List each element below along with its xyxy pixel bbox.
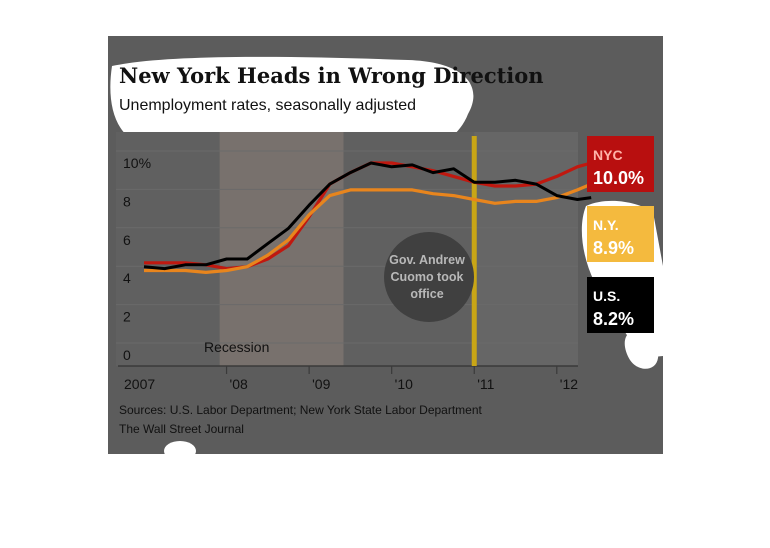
chart: 2007 '08 '09 '10 '11 '12 10% 8 6 4 2 0 Gov. Andrew… [110,56,663,454]
legend-highlight [624,332,659,369]
title-highlight [110,56,474,155]
legend-us-name: U.S. [593,288,620,304]
series-line-ny [144,182,592,274]
x-tick-label: '12 [560,376,578,392]
y-tick-label: 4 [123,270,131,286]
annotation-line-2: Cuomo took [391,270,464,284]
recession-label: Recession [204,339,269,355]
highlight-blob [164,441,196,454]
series-line-us [143,161,592,271]
x-tick-label: '11 [477,376,494,392]
y-tick-label: 10% [123,155,151,171]
legend-ny-name: N.Y. [593,217,619,233]
highlight-period [474,132,578,366]
legend-box-us [587,277,654,333]
annotation-bubble [384,232,474,322]
source-note: Sources: U.S. Labor Department; New York… [119,403,483,417]
legend-ny-value: 8.9% [593,238,634,258]
legend-box-nyc [587,136,654,192]
annotation-line-1: Gov. Andrew [389,253,465,267]
x-tick-label: '10 [395,376,413,392]
x-tick-label: 2007 [124,376,155,392]
chart-frame: 2007 '08 '09 '10 '11 '12 10% 8 6 4 2 0 Gov. Andrew… [108,36,663,454]
legend-box-ny [587,206,654,262]
y-tick-label: 0 [123,347,131,363]
chart-title: New York Heads in Wrong Direction [119,63,544,88]
x-tick-label: '09 [312,376,330,392]
legend-nyc-value: 10.0% [593,168,644,188]
annotation-line-3: office [410,287,443,301]
publisher-credit: The Wall Street Journal [119,422,244,436]
y-tick-label: 8 [123,193,131,209]
legend-us-value: 8.2% [593,309,634,329]
y-tick-label: 6 [123,232,131,248]
chart-subtitle: Unemployment rates, seasonally adjusted [119,97,416,114]
y-tick-label: 2 [123,309,131,325]
x-tick-label: '08 [230,376,248,392]
legend-nyc-name: NYC [593,147,623,163]
